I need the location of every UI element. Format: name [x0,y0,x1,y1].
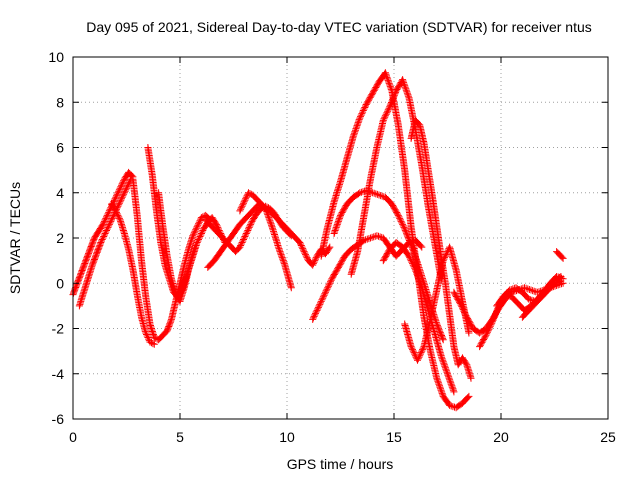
y-tick-label: 0 [56,275,64,291]
y-tick-label: 2 [56,230,64,246]
grid-lines [73,57,608,419]
y-tick-label: 10 [48,49,64,65]
x-tick-label: 20 [493,429,509,445]
x-tick-label: 0 [69,429,77,445]
data-points [69,69,567,412]
series-arc-21 [553,248,567,262]
series-arc-8 [204,200,295,292]
series-arc-4 [108,200,158,348]
y-tick-label: -6 [52,411,65,427]
data-point-markers [553,248,567,262]
data-point-markers [518,277,565,321]
data-point-markers [347,76,445,283]
series-arc-9 [236,189,334,269]
data-point-markers [309,232,426,323]
y-tick-label: 8 [56,94,64,110]
data-point-markers [317,69,473,412]
chart-title: Day 095 of 2021, Sidereal Day-to-day VTE… [86,19,592,35]
x-axis-label: GPS time / hours [287,456,394,472]
data-point-markers [204,200,295,292]
data-point-markers [330,187,447,344]
y-tick-labels: -6 -4 -2 0 2 4 6 8 10 [48,49,64,427]
x-tick-label: 10 [279,429,295,445]
series-arc-11 [317,69,473,412]
x-tick-label: 25 [600,429,616,445]
series-arc-12 [330,187,447,344]
series-arc-13 [347,76,445,283]
data-point-markers [129,175,214,344]
data-point-markers [108,200,158,348]
y-axis-label: SDTVAR / TECUs [7,182,23,294]
x-tick-labels: 0 5 10 15 20 25 [69,429,616,445]
series-arc-3 [129,175,214,344]
axis-ticks [72,56,609,420]
y-tick-label: 4 [56,185,64,201]
series-arc-20 [518,277,565,321]
series-arc-16 [407,116,475,382]
y-tick-label: -4 [52,366,65,382]
x-tick-label: 5 [176,429,184,445]
data-point-markers [407,116,475,382]
y-tick-label: 6 [56,140,64,156]
series-arc-6 [155,189,205,305]
x-tick-label: 15 [386,429,402,445]
data-point-markers [236,189,334,269]
y-tick-label: -2 [52,321,65,337]
data-point-markers [155,189,205,305]
series-arc-10 [309,232,426,323]
